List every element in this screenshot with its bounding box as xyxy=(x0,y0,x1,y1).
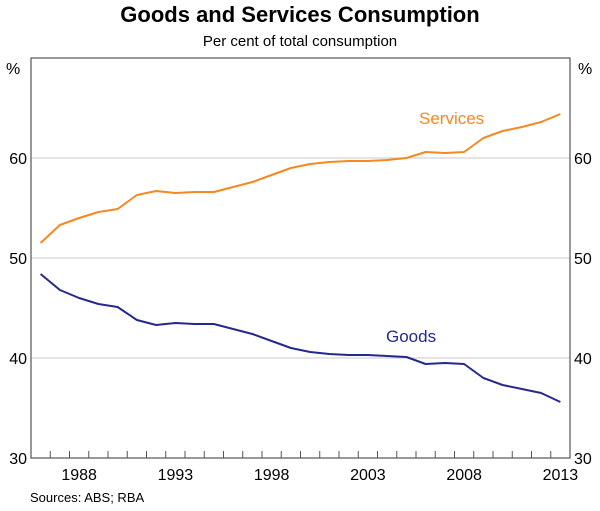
chart-subtitle: Per cent of total consumption xyxy=(203,33,397,50)
series-line-goods xyxy=(39,273,561,403)
x-tick-label: 2013 xyxy=(543,467,579,484)
y-tick-label-left: 30 xyxy=(9,451,27,468)
y-tick-label-left: 40 xyxy=(9,351,27,368)
y-tick-label-left: 60 xyxy=(9,151,27,168)
y-tick-label-right: 30 xyxy=(574,451,592,468)
series-label-services: Services xyxy=(419,109,484,128)
chart-title: Goods and Services Consumption xyxy=(120,2,479,27)
y-axis-unit-right: % xyxy=(578,61,592,78)
x-tick-label: 1988 xyxy=(61,467,97,484)
y-tick-label-right: 50 xyxy=(574,251,592,268)
series-line-services xyxy=(39,113,561,244)
y-tick-label-right: 40 xyxy=(574,351,592,368)
source-note: Sources: ABS; RBA xyxy=(30,490,144,505)
y-axis-unit-left: % xyxy=(6,61,20,78)
x-tick-label: 1998 xyxy=(254,467,290,484)
x-tick-label: 1993 xyxy=(158,467,194,484)
x-tick-label: 2008 xyxy=(446,467,482,484)
y-tick-label-left: 50 xyxy=(9,251,27,268)
series-label-goods: Goods xyxy=(386,327,436,346)
x-tick-label: 2003 xyxy=(350,467,386,484)
y-tick-label-right: 60 xyxy=(574,151,592,168)
